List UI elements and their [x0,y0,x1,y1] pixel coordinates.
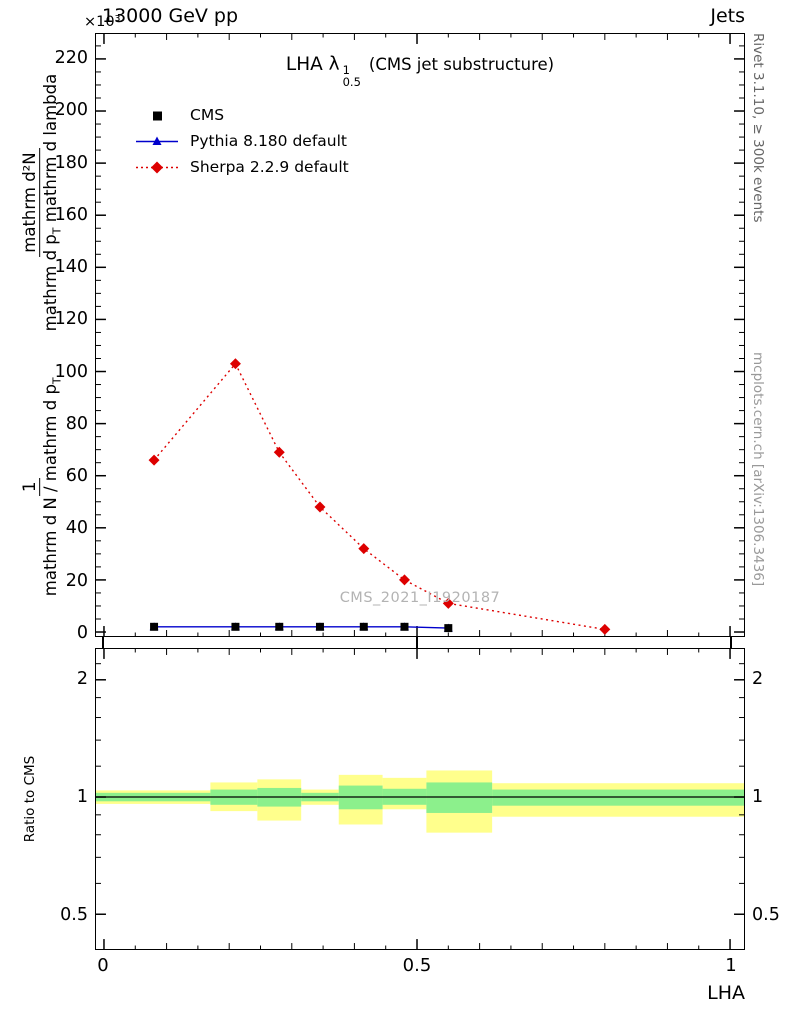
tick-label: 0 [76,623,88,643]
watermark: CMS_2021_I1920187 [339,590,501,606]
sherpa-diamond-marker-icon [136,161,178,173]
tick-label: 1 [76,787,88,807]
tick-label: 0.5 [60,905,88,925]
plot-title-prefix: LHA λ [285,54,340,75]
ylabel-fraction-1: 1 mathrm d N / mathrm d pT [20,373,64,600]
legend-item-cms: CMS [134,102,349,128]
main-plot-svg [96,34,744,636]
fraction-numerator: 1 [20,477,41,497]
tick-label: 120 [54,309,88,330]
fraction-numerator: mathrm d²N [20,148,41,257]
legend-label: Sherpa 2.2.9 default [190,158,349,176]
tick-label: 80 [65,413,88,434]
ratio-plot-svg [96,649,744,949]
tick-label: 180 [54,152,88,173]
pythia-triangle-marker-icon [136,136,178,145]
header-analysis-group: Jets [710,5,745,27]
axis-tick [730,637,732,648]
tick-label: 200 [54,100,88,121]
tick-label: 0 [97,955,109,976]
tick-label: 160 [54,204,88,225]
legend-label: CMS [190,106,225,124]
legend-item-sherpa: Sherpa 2.2.9 default [134,154,349,180]
tick-label: 1 [752,787,764,807]
tick-label: 2 [752,669,764,689]
ratio-y-axis-label: Ratio to CMS [22,755,38,843]
legend-label: Pythia 8.180 default [190,132,347,150]
tick-label: 0.5 [402,955,432,976]
legend-item-pythia: Pythia 8.180 default [134,128,349,154]
tick-label: 220 [54,48,88,68]
tick-label: 100 [54,361,88,382]
main-y-axis-label: 1 mathrm d N / mathrm d pT mathrm d²N ma… [20,33,64,637]
tick-label: 0.5 [752,905,780,925]
fraction-denominator: mathrm d N / mathrm d pT [40,377,64,597]
tick-label: 1 [725,955,737,976]
tick-label: 140 [54,257,88,278]
tick-label: 2 [76,669,88,689]
x-axis-label: LHA [707,982,745,1004]
tick-label: 60 [65,466,88,487]
plot-title-suffix: (CMS jet substructure) [368,55,555,74]
rivet-version-note: Rivet 3.1.10, ≥ 300k events [750,33,766,223]
axis-tick [102,637,104,648]
plot-title: LHA λ 1 0.5 (CMS jet substructure) [96,54,744,88]
cms-square-marker-icon [153,111,162,120]
mcplots-reference-note: mcplots.cern.ch [arXiv:1306.3436] [750,352,766,587]
header-beam-energy: 13000 GeV pp [102,5,239,27]
axis-tick [416,637,418,648]
ratio-plot-panel [95,648,745,950]
lambda-exponent: 1 0.5 [342,63,361,90]
tick-label: 40 [65,518,88,539]
legend: CMS Pythia 8.180 default Sherpa 2.2.9 de… [134,102,349,180]
y-axis-multiplier: ×10³ [84,14,121,30]
main-plot-panel: LHA λ 1 0.5 (CMS jet substructure) CMS Pyth… [95,33,745,637]
tick-label: 20 [65,570,88,591]
